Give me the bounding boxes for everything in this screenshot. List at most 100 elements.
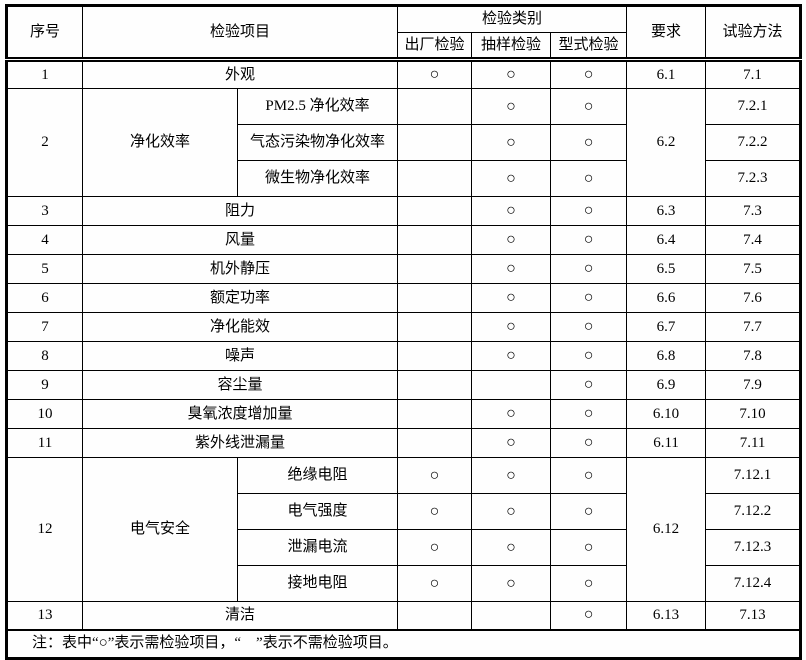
serial-cell: 3 (6, 196, 83, 226)
requirement-cell: 6.1 (626, 57, 707, 89)
serial-cell: 10 (6, 399, 83, 429)
mark-cell: ○ (471, 57, 552, 89)
table-note: 注：表中“○”表示需检验项目，“ ”表示不需检验项目。 (5, 628, 802, 659)
requirement-cell: 6.3 (626, 196, 707, 226)
mark-cell: ○ (471, 124, 552, 161)
mark-cell (471, 601, 552, 630)
method-cell: 7.3 (705, 196, 802, 226)
requirement-cell: 6.10 (626, 399, 707, 429)
mark-cell (397, 88, 473, 125)
method-cell: 7.10 (705, 399, 802, 429)
item-cell: 外观 (81, 57, 399, 89)
mark-cell: ○ (397, 457, 473, 494)
method-cell: 7.11 (705, 428, 802, 458)
serial-cell: 6 (6, 283, 83, 313)
mark-cell (397, 428, 473, 458)
mark-cell: ○ (550, 457, 628, 494)
mark-cell: ○ (550, 565, 628, 602)
table-row: 4 风量 ○ ○ 6.4 7.4 (6, 225, 802, 255)
item-group-cell: 电气安全 (82, 457, 238, 602)
mark-cell: ○ (471, 225, 552, 255)
mark-cell: ○ (471, 399, 552, 429)
mark-cell: ○ (550, 225, 628, 255)
mark-cell (397, 601, 473, 630)
method-cell: 7.1 (705, 57, 802, 89)
mark-cell: ○ (550, 529, 628, 566)
mark-cell: ○ (550, 370, 628, 400)
mark-cell: ○ (397, 493, 473, 530)
mark-cell: ○ (471, 160, 552, 197)
mark-cell: ○ (471, 565, 552, 602)
table-row: 9 容尘量 ○ 6.9 7.9 (6, 370, 802, 400)
item-group-cell: 净化效率 (82, 88, 238, 197)
mark-cell: ○ (397, 565, 473, 602)
mark-cell: ○ (471, 283, 552, 313)
method-cell: 7.2.2 (705, 124, 802, 161)
mark-cell (397, 160, 473, 197)
requirement-cell: 6.5 (626, 254, 707, 284)
mark-cell (397, 312, 473, 342)
sub-item-cell: 绝缘电阻 (236, 457, 399, 494)
mark-cell: ○ (550, 254, 628, 284)
item-cell: 臭氧浓度增加量 (81, 399, 399, 429)
item-cell: 噪声 (81, 341, 399, 371)
sub-item-cell: 泄漏电流 (236, 529, 399, 566)
col-header-sampling-inspection: 抽样检验 (471, 32, 552, 60)
table-row: 泄漏电流 ○ ○ ○ 7.12.3 (7, 529, 802, 566)
mark-cell: ○ (397, 57, 473, 89)
requirement-cell: 6.12 (626, 457, 707, 602)
serial-cell: 13 (6, 601, 83, 630)
table-row: 1 外观 ○ ○ ○ 6.1 7.1 (6, 57, 802, 89)
table-row: 7 净化能效 ○ ○ 6.7 7.7 (6, 312, 802, 342)
serial-cell: 1 (6, 57, 83, 89)
mark-cell: ○ (397, 529, 473, 566)
mark-cell: ○ (550, 312, 628, 342)
mark-cell: ○ (550, 399, 628, 429)
col-header-item: 检验项目 (81, 5, 399, 60)
col-header-requirement: 要求 (626, 5, 707, 60)
sub-item-cell: 接地电阻 (236, 565, 399, 602)
method-cell: 7.12.2 (705, 493, 802, 530)
requirement-cell: 6.6 (626, 283, 707, 313)
col-header-factory-inspection: 出厂检验 (397, 32, 473, 60)
item-cell: 风量 (81, 225, 399, 255)
sub-item-cell: 气态污染物净化效率 (236, 124, 399, 161)
table-row: 8 噪声 ○ ○ 6.8 7.8 (6, 341, 802, 371)
requirement-cell: 6.13 (626, 601, 707, 630)
mark-cell: ○ (550, 160, 628, 197)
method-cell: 7.2.3 (705, 160, 802, 197)
table-body: 1 外观 ○ ○ ○ 6.1 7.1 2 净化效率 PM2.5 净化效率 ○ ○ 6.2 7.2.1 气态污… (6, 57, 802, 630)
serial-cell: 8 (6, 341, 83, 371)
sub-item-cell: PM2.5 净化效率 (236, 88, 399, 125)
mark-cell: ○ (471, 428, 552, 458)
serial-cell: 9 (6, 370, 83, 400)
item-cell: 额定功率 (81, 283, 399, 313)
mark-cell (397, 399, 473, 429)
mark-cell: ○ (550, 196, 628, 226)
mark-cell (397, 370, 473, 400)
item-cell: 紫外线泄漏量 (81, 428, 399, 458)
requirement-cell: 6.2 (626, 88, 707, 197)
method-cell: 7.6 (705, 283, 802, 313)
header-row-top: 序号 检验项目 检验类别 要求 试验方法 (6, 5, 802, 60)
table-row: 10 臭氧浓度增加量 ○ ○ 6.10 7.10 (6, 399, 802, 429)
requirement-cell: 6.4 (626, 225, 707, 255)
requirement-cell: 6.11 (626, 428, 707, 458)
mark-cell: ○ (550, 283, 628, 313)
table-header: 序号 检验项目 检验类别 要求 试验方法 出厂检验 抽样检验 型式检验 (6, 5, 802, 60)
item-cell: 清洁 (81, 601, 399, 630)
method-cell: 7.12.1 (705, 457, 802, 494)
serial-cell: 5 (6, 254, 83, 284)
mark-cell (397, 196, 473, 226)
item-cell: 机外静压 (81, 254, 399, 284)
mark-cell (397, 341, 473, 371)
mark-cell (397, 225, 473, 255)
mark-cell: ○ (550, 124, 628, 161)
col-header-category-group: 检验类别 (397, 5, 628, 33)
method-cell: 7.7 (705, 312, 802, 342)
col-header-type-inspection: 型式检验 (550, 32, 628, 60)
sub-item-cell: 微生物净化效率 (236, 160, 399, 197)
serial-cell: 12 (6, 457, 83, 602)
mark-cell: ○ (471, 493, 552, 530)
